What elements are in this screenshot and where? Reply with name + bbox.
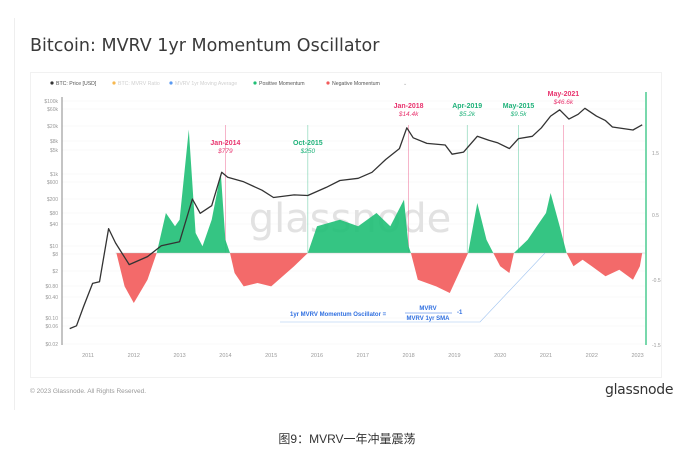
y-left-tick-label: $200 bbox=[47, 197, 58, 203]
x-tick-label: 2012 bbox=[128, 353, 140, 359]
y-left-tick-label: $40 bbox=[50, 222, 59, 228]
formula-numerator: MVRV bbox=[419, 306, 436, 312]
positive-momentum-area bbox=[116, 129, 643, 253]
annotation-price: $250 bbox=[300, 148, 316, 155]
y-right-tick-label: -0.5 bbox=[652, 278, 661, 284]
glassnode-logo: glassnode bbox=[605, 382, 674, 398]
formula-label: 1yr MVRV Momentum Oscillator = bbox=[290, 312, 387, 318]
legend-marker bbox=[112, 81, 116, 85]
x-tick-label: 2016 bbox=[311, 353, 323, 359]
x-tick-label: 2013 bbox=[173, 353, 185, 359]
y-left-tick-label: $5k bbox=[50, 148, 59, 154]
y-left-tick-label: $10 bbox=[50, 244, 59, 250]
x-tick-label: 2014 bbox=[219, 353, 231, 359]
annotation-date: Jan-2018 bbox=[394, 103, 424, 110]
annotation-date: Jan-2014 bbox=[210, 140, 240, 147]
y-left-tick-label: $60k bbox=[47, 107, 58, 113]
chart-card bbox=[14, 18, 691, 410]
copyright: © 2023 Glassnode. All Rights Reserved. bbox=[30, 388, 147, 395]
y-right-tick-label: -1.5 bbox=[652, 343, 661, 349]
legend-item-label: Negative Momentum bbox=[332, 81, 380, 87]
y-left-tick-label: $0.02 bbox=[45, 342, 58, 348]
y-left-tick-label: $20k bbox=[47, 124, 58, 130]
annotation-price: $46.6k bbox=[553, 99, 574, 106]
y-left-tick-label: $2 bbox=[52, 269, 58, 275]
formula-denominator: MVRV 1yr SMA bbox=[407, 316, 451, 322]
x-tick-label: 2019 bbox=[448, 353, 460, 359]
formula-pointer bbox=[280, 252, 546, 323]
legend-more-chevron-icon[interactable]: ⌄ bbox=[403, 81, 407, 87]
legend-marker bbox=[169, 81, 173, 85]
x-tick-label: 2011 bbox=[82, 353, 94, 359]
y-left-tick-label: $1k bbox=[50, 172, 59, 178]
x-tick-label: 2020 bbox=[494, 353, 506, 359]
x-tick-label: 2015 bbox=[265, 353, 277, 359]
chart-frame bbox=[30, 72, 662, 378]
annotation-price: $9.5k bbox=[510, 111, 528, 118]
figure-caption: 图9：MVRV一年冲量震荡 bbox=[278, 432, 416, 446]
annotation-price: $5.2k bbox=[458, 111, 476, 118]
y-left-tick-label: $0.40 bbox=[45, 295, 58, 301]
negative-momentum-area bbox=[116, 253, 643, 303]
y-left-tick-label: $600 bbox=[47, 180, 58, 186]
y-right-tick-label: 1.5 bbox=[652, 151, 659, 157]
annotation-date: Apr-2019 bbox=[452, 103, 482, 110]
x-tick-label: 2021 bbox=[540, 353, 552, 359]
y-left-tick-label: $8 bbox=[52, 252, 58, 258]
annotation-date: May-2021 bbox=[548, 91, 580, 98]
x-tick-label: 2018 bbox=[402, 353, 414, 359]
y-right-tick-label: 0.5 bbox=[652, 213, 659, 219]
legend-item-label: MVRV 1yr Moving Average bbox=[175, 81, 237, 87]
x-tick-label: 2022 bbox=[586, 353, 598, 359]
annotation-price: $14.4k bbox=[398, 111, 419, 118]
y-left-tick-label: $0.10 bbox=[45, 316, 58, 322]
x-tick-label: 2023 bbox=[631, 353, 643, 359]
annotation-price: $779 bbox=[217, 148, 233, 155]
annotation-date: Oct-2015 bbox=[293, 140, 323, 147]
y-left-tick-label: $0.06 bbox=[45, 324, 58, 330]
y-left-tick-label: $8k bbox=[50, 139, 59, 145]
y-left-tick-label: $100k bbox=[44, 99, 58, 105]
legend-marker bbox=[326, 81, 330, 85]
annotation-date: May-2015 bbox=[503, 103, 535, 110]
legend-item-label: Positive Momentum bbox=[259, 81, 305, 87]
legend-item-label: BTC: MVRV Ratio bbox=[118, 81, 160, 87]
formula-suffix: -1 bbox=[457, 310, 463, 316]
x-tick-label: 2017 bbox=[357, 353, 369, 359]
btc-price-line bbox=[69, 107, 643, 330]
chart-title: Bitcoin: MVRV 1yr Momentum Oscillator bbox=[30, 36, 380, 56]
y-left-tick-label: $0.80 bbox=[45, 284, 58, 290]
legend-marker bbox=[50, 81, 54, 85]
legend-item-label: BTC: Price [USD] bbox=[56, 81, 97, 87]
legend-marker bbox=[253, 81, 257, 85]
y-left-tick-label: $80 bbox=[50, 211, 59, 217]
